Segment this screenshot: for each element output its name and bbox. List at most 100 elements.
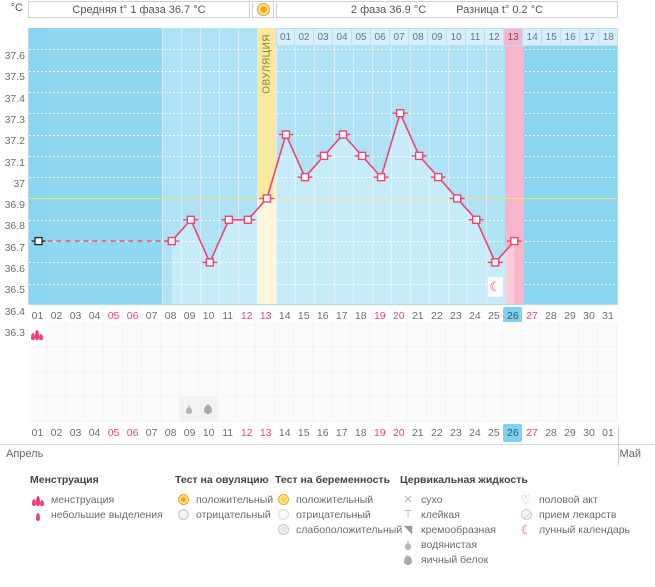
date-cell[interactable]: 27 — [526, 310, 538, 322]
day-column[interactable] — [390, 28, 410, 304]
date-cell[interactable]: 28 — [545, 427, 557, 439]
date-cell[interactable]: 05 — [107, 310, 120, 322]
date-cell[interactable]: 20 — [392, 427, 405, 439]
marker-cell[interactable] — [142, 372, 162, 397]
marker-cell[interactable] — [218, 322, 238, 347]
marker-cell[interactable] — [484, 397, 504, 422]
date-cell[interactable]: 31 — [602, 310, 614, 322]
marker-cell[interactable] — [218, 347, 238, 372]
date-cell[interactable]: 30 — [583, 427, 595, 439]
marker-cell[interactable] — [123, 322, 143, 347]
marker-cell[interactable] — [560, 372, 580, 397]
marker-cell[interactable] — [541, 372, 561, 397]
marker-cell[interactable] — [180, 372, 200, 397]
marker-cell[interactable] — [123, 372, 143, 397]
date-cell[interactable]: 01 — [31, 310, 44, 322]
date-cell[interactable]: 23 — [450, 427, 462, 439]
marker-cell[interactable] — [218, 372, 238, 397]
marker-cell[interactable] — [351, 372, 371, 397]
date-cell[interactable]: 19 — [373, 310, 386, 322]
marker-cell[interactable] — [275, 397, 295, 422]
date-cell[interactable]: 02 — [50, 310, 63, 322]
marker-cell[interactable] — [85, 322, 105, 347]
date-cell[interactable]: 09 — [183, 310, 196, 322]
date-cell[interactable]: 02 — [50, 427, 63, 439]
date-cell[interactable]: 26 — [503, 424, 523, 442]
marker-cell[interactable] — [427, 322, 447, 347]
marker-cell[interactable] — [541, 347, 561, 372]
marker-cell[interactable] — [237, 372, 257, 397]
marker-cell[interactable] — [256, 397, 276, 422]
marker-cell[interactable] — [427, 397, 447, 422]
date-cell[interactable]: 17 — [335, 310, 348, 322]
marker-cell[interactable] — [579, 372, 599, 397]
marker-cell[interactable] — [484, 372, 504, 397]
date-cell[interactable]: 11 — [222, 427, 234, 439]
date-cell[interactable]: 22 — [430, 310, 443, 322]
day-column[interactable] — [276, 28, 296, 304]
marker-cell[interactable] — [332, 372, 352, 397]
date-cell[interactable]: 15 — [297, 310, 310, 322]
day-column[interactable] — [466, 28, 486, 304]
marker-cell[interactable] — [47, 347, 67, 372]
marker-cell[interactable] — [541, 322, 561, 347]
date-cell[interactable]: 05 — [107, 427, 120, 439]
marker-cell[interactable] — [199, 372, 219, 397]
day-column[interactable] — [333, 28, 353, 304]
date-cell[interactable]: 16 — [316, 427, 329, 439]
date-cell[interactable]: 06 — [126, 310, 139, 322]
marker-cell[interactable] — [218, 397, 238, 422]
date-cell[interactable]: 18 — [354, 427, 367, 439]
date-cell[interactable]: 19 — [373, 427, 386, 439]
marker-cell[interactable] — [28, 347, 48, 372]
marker-cell[interactable] — [199, 322, 219, 347]
marker-cell[interactable] — [446, 347, 466, 372]
marker-cell[interactable] — [28, 322, 48, 347]
date-cell[interactable]: 25 — [488, 427, 500, 439]
marker-cell[interactable] — [180, 347, 200, 372]
date-cell[interactable]: 14 — [278, 427, 291, 439]
marker-cell[interactable] — [47, 397, 67, 422]
day-column[interactable] — [371, 28, 391, 304]
marker-cell[interactable] — [256, 322, 276, 347]
date-cell[interactable]: 25 — [488, 310, 500, 322]
marker-cell[interactable] — [408, 347, 428, 372]
marker-cell[interactable] — [104, 397, 124, 422]
marker-cell[interactable] — [294, 372, 314, 397]
day-column[interactable] — [352, 28, 372, 304]
marker-cell[interactable] — [237, 347, 257, 372]
marker-cell[interactable] — [332, 397, 352, 422]
date-cell[interactable]: 28 — [545, 310, 557, 322]
date-cell[interactable]: 29 — [564, 310, 576, 322]
date-cell[interactable]: 27 — [526, 427, 538, 439]
date-cell[interactable]: 11 — [222, 310, 234, 322]
marker-cell[interactable] — [275, 347, 295, 372]
marker-cell[interactable] — [199, 397, 219, 422]
date-cell[interactable]: 03 — [69, 427, 82, 439]
date-cell[interactable]: 14 — [278, 310, 291, 322]
day-column[interactable] — [485, 28, 505, 304]
marker-cell[interactable] — [313, 347, 333, 372]
date-cell[interactable]: 21 — [411, 310, 424, 322]
marker-cell[interactable] — [180, 322, 200, 347]
marker-cell[interactable] — [503, 372, 523, 397]
date-cell[interactable]: 12 — [240, 310, 253, 322]
marker-cell[interactable] — [180, 397, 200, 422]
date-cell[interactable]: 17 — [335, 427, 348, 439]
marker-cell[interactable] — [123, 347, 143, 372]
marker-cell[interactable] — [275, 372, 295, 397]
marker-cell[interactable] — [294, 322, 314, 347]
marker-cell[interactable] — [598, 322, 618, 347]
marker-cell[interactable] — [28, 372, 48, 397]
marker-cell[interactable] — [142, 347, 162, 372]
marker-cell[interactable] — [503, 347, 523, 372]
marker-cell[interactable] — [161, 322, 181, 347]
marker-cell[interactable] — [66, 347, 86, 372]
marker-cell[interactable] — [522, 372, 542, 397]
marker-cell[interactable] — [85, 397, 105, 422]
day-column[interactable] — [314, 28, 334, 304]
lunar-calendar-marker[interactable]: ☾ — [487, 277, 503, 297]
date-cell[interactable]: 10 — [202, 427, 215, 439]
marker-cell[interactable] — [541, 397, 561, 422]
date-cell[interactable]: 22 — [430, 427, 443, 439]
